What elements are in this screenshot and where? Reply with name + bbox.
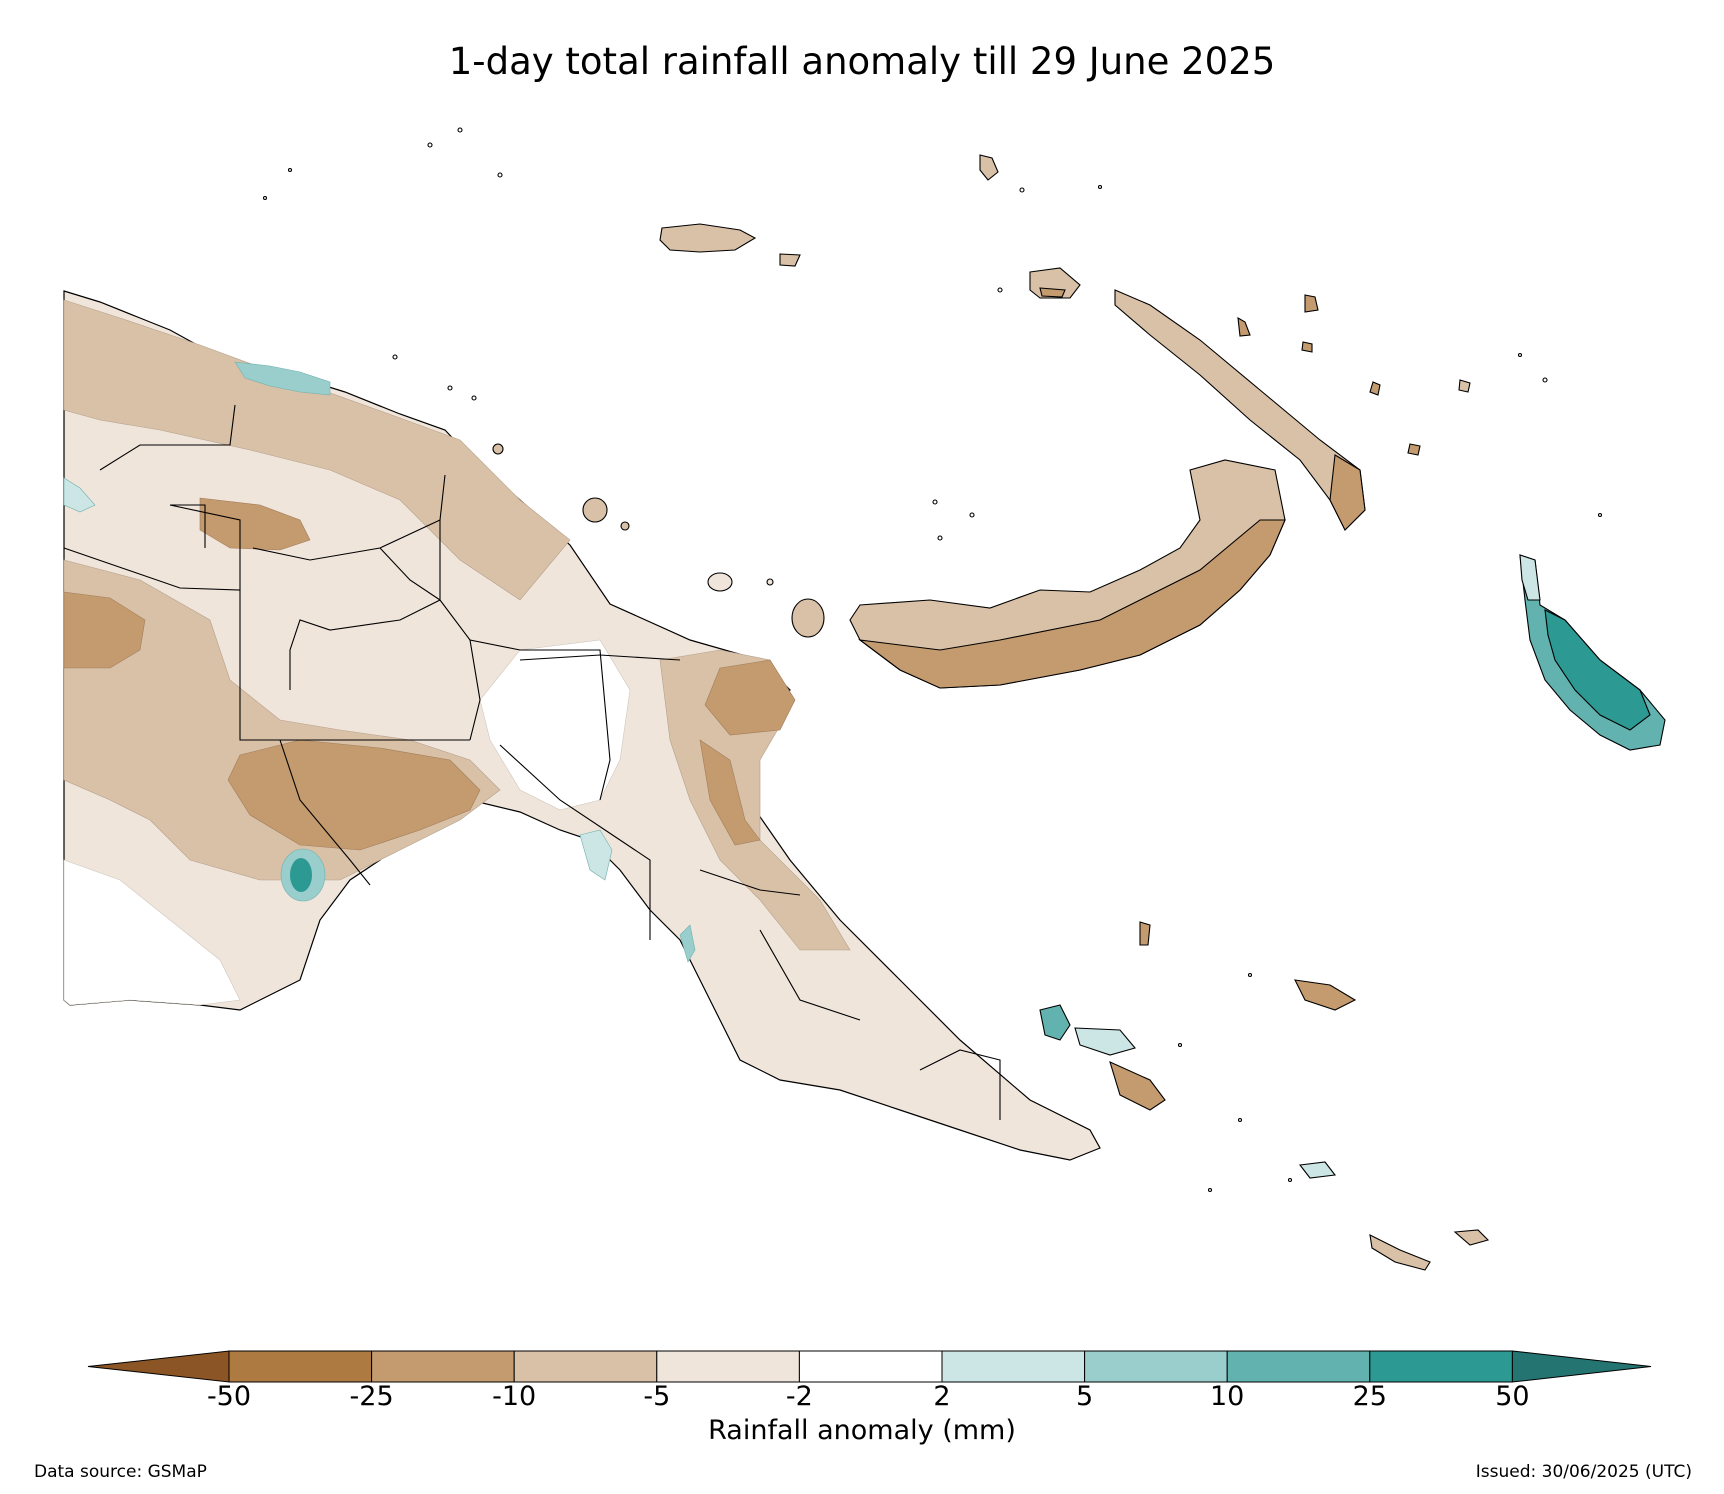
islands [262, 127, 1666, 1271]
zone-neg25-neg10-south [227, 739, 481, 851]
issued-date: Issued: 30/06/2025 (UTC) [1475, 1462, 1692, 1482]
colorbar-tick-label: -50 [206, 1381, 252, 1412]
island-manus [659, 223, 757, 253]
colorbar-label: Rainfall anomaly (mm) [708, 1415, 1016, 1446]
zone-neutral-southwest [63, 859, 241, 1006]
colorbar-bin [1226, 1350, 1371, 1383]
zone-neg25-neg10-madang [704, 659, 796, 736]
colorbar-tick-label: 50 [1495, 1381, 1530, 1412]
colorbar-tick-label: -5 [643, 1381, 671, 1412]
colorbar-bin [941, 1350, 1086, 1383]
colorbar-bin [228, 1350, 373, 1383]
zone-neutral-highlands [479, 639, 631, 811]
colorbar-tick-label: 5 [1076, 1381, 1094, 1412]
zone-pos-central [679, 924, 696, 963]
colorbar-tick-label: -25 [349, 1381, 394, 1412]
colorbar-tick-label: -10 [492, 1381, 537, 1412]
colorbar-bin [371, 1350, 515, 1383]
colorbar-tick-label: 10 [1210, 1381, 1245, 1412]
colorbar-bin [798, 1350, 943, 1383]
colorbar-bin [513, 1350, 658, 1383]
zone-pos-north-coast [234, 361, 331, 396]
zone-pos-west-border [63, 477, 96, 513]
colorbar-tick-label: 2 [933, 1381, 951, 1412]
colorbar-bin [1084, 1350, 1228, 1383]
colorbar-extend-high [1511, 1350, 1652, 1383]
colorbar-bin [656, 1350, 800, 1383]
colorbar [87, 1350, 1652, 1383]
colorbar-tick-label: -2 [785, 1381, 813, 1412]
data-source: Data source: GSMaP [34, 1462, 207, 1482]
zone-neg25-neg10-coast [699, 739, 761, 846]
zone-pos-fly-inner [290, 858, 312, 892]
zone-neg25-neg10-western [63, 591, 146, 669]
province-borders [63, 404, 1001, 1120]
map-title: 1-day total rainfall anomaly till 29 Jun… [448, 40, 1276, 83]
colorbar-bin [1369, 1350, 1513, 1383]
colorbar-tick-label: 25 [1352, 1381, 1387, 1412]
mainland [63, 290, 1101, 1161]
colorbar-extend-low [87, 1350, 230, 1383]
island-dentrecasteaux [1039, 1004, 1071, 1041]
zone-pos-gulf [579, 829, 613, 881]
